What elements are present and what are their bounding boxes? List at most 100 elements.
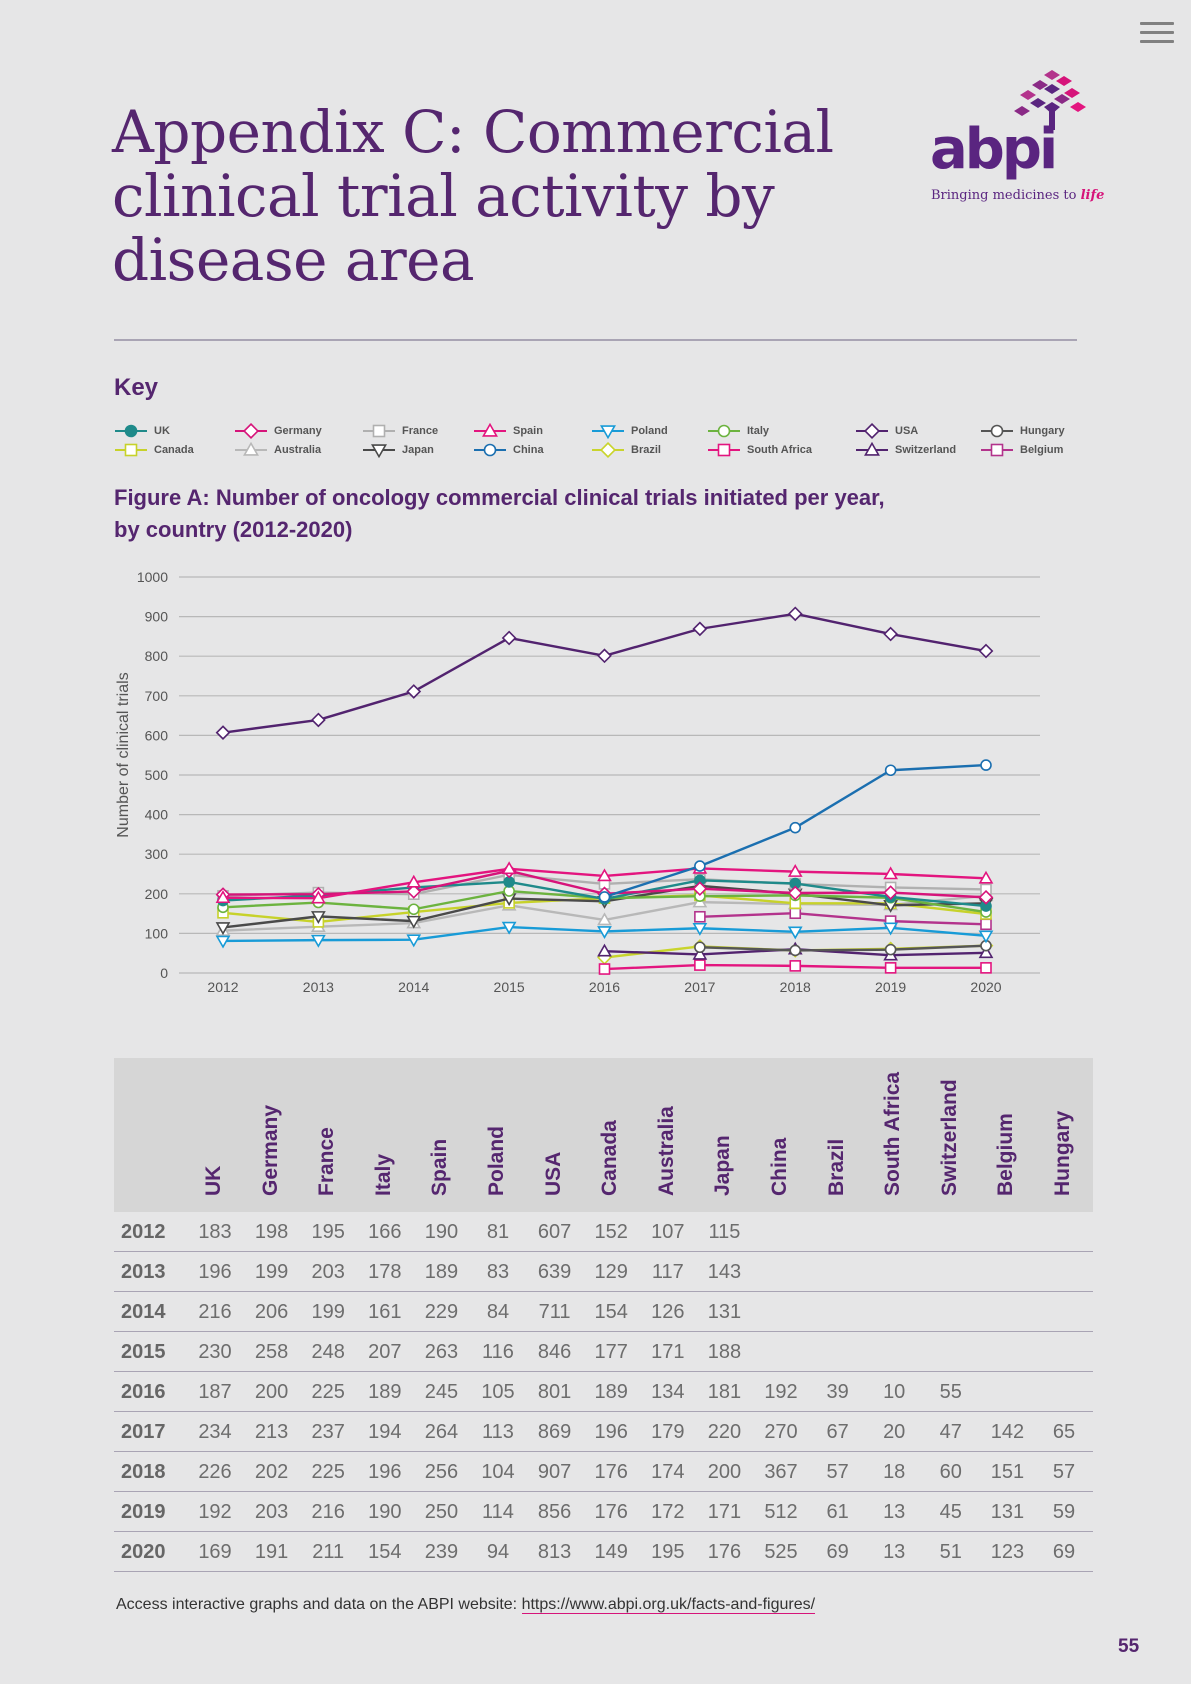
legend-label-canada: Canada: [154, 444, 194, 456]
data-point-south-africa: [789, 960, 802, 972]
series-line-belgium: [699, 912, 987, 926]
legend-label-poland: Poland: [631, 425, 668, 437]
hamburger-menu-icon[interactable]: [1140, 22, 1174, 44]
table-row: 2015 230 258 248 207 263 116 846 177 171 188: [114, 1332, 1093, 1372]
legend-item-italy: Italy: [707, 422, 769, 440]
logo-wordmark: abpi: [930, 117, 1058, 182]
series-line-hungary: [699, 944, 987, 952]
table-cell: 189: [368, 1381, 402, 1403]
legend-item-germany: Germany: [234, 422, 322, 440]
legend-label-japan: Japan: [402, 444, 434, 456]
column-header-label: Australia: [654, 1106, 678, 1196]
legend-swatch-japan: [363, 444, 395, 458]
data-point-belgium: [980, 918, 992, 931]
legend-label-switzerland: Switzerland: [895, 444, 957, 456]
abpi-website-link[interactable]: https://www.abpi.org.uk/facts-and-figure…: [521, 1596, 816, 1614]
series-usa: [215, 606, 994, 741]
legend-item-switzerland: Switzerland: [855, 441, 956, 459]
legend-label-australia: Australia: [274, 444, 322, 456]
legend-label-spain: Spain: [513, 425, 543, 437]
table-cell: 154: [368, 1541, 402, 1563]
column-header-australia: Australia: [640, 1056, 696, 1196]
series-china: [598, 759, 992, 903]
data-point-poland: [978, 930, 994, 944]
data-point-spain: [787, 864, 803, 877]
x-tick-label: 2020: [970, 979, 1001, 995]
series-hungary: [694, 939, 992, 957]
table-cell: 169: [198, 1541, 232, 1563]
column-header-label: Italy: [371, 1153, 395, 1196]
table-cell: 61: [826, 1501, 849, 1523]
table-cell: 84: [486, 1301, 510, 1323]
y-tick-label: 0: [160, 965, 168, 981]
data-point-china: [694, 860, 706, 872]
column-header-label: Belgium: [994, 1113, 1018, 1196]
legend-label-brazil: Brazil: [631, 444, 661, 456]
data-point-japan: [310, 911, 326, 924]
column-header-label: UK: [202, 1165, 225, 1196]
table-cell: 176: [707, 1541, 742, 1563]
table-cell: 131: [990, 1501, 1025, 1523]
legend-marker-brazil: [599, 442, 617, 458]
legend-swatch-spain: [474, 423, 506, 437]
table-cell: 47: [939, 1421, 962, 1443]
x-tick-label: 2014: [398, 979, 429, 995]
legend-item-belgium: Belgium: [980, 441, 1063, 459]
table-row: 2020 169 191 211 154 239 94 813 149 195 176 525 69 13…: [114, 1532, 1093, 1572]
row-year: 2020: [121, 1541, 166, 1563]
legend-marker-uk: [124, 424, 138, 438]
series-south-africa: [598, 959, 992, 975]
data-point-germany: [787, 885, 803, 901]
table-cell: 270: [764, 1421, 798, 1443]
table-cell: 229: [424, 1301, 459, 1323]
legend-marker-china: [483, 443, 497, 457]
y-tick-label: 700: [145, 688, 169, 704]
legend-swatch-usa: [856, 423, 888, 439]
legend-swatch-hungary: [981, 424, 1013, 438]
table-cell: 154: [594, 1301, 628, 1323]
legend-marker-france: [372, 424, 386, 438]
table-cell: 149: [594, 1541, 628, 1563]
data-point-south-africa: [694, 959, 706, 971]
data-point-china: [980, 759, 992, 771]
data-point-italy: [407, 903, 420, 916]
table-cell: 171: [651, 1341, 685, 1363]
table-cell: 81: [486, 1221, 510, 1243]
table-cell: 220: [707, 1421, 742, 1443]
column-header-china: China: [753, 1056, 809, 1196]
table-row: 2016 187 200 225 189 245 105 801 189 134 181 192 39 1…: [114, 1372, 1093, 1412]
y-tick-label: 1000: [137, 569, 168, 585]
table-cell: 191: [254, 1541, 289, 1563]
table-cell: 245: [424, 1381, 459, 1403]
data-point-germany: [978, 889, 994, 905]
column-header-label: France: [315, 1127, 339, 1196]
column-header-switzerland: Switzerland: [923, 1056, 979, 1196]
table-cell: 225: [311, 1381, 345, 1403]
table-cell: 813: [537, 1541, 572, 1563]
oncology-trials-line-chart: 0 100 200 300 400 500 600 700 800 900 1000 2012 2013…: [115, 569, 1040, 995]
legend-item-canada: Canada: [114, 441, 194, 459]
table-cell: 176: [594, 1501, 628, 1523]
data-point-usa: [597, 648, 612, 664]
table-cell: 94: [486, 1541, 510, 1563]
data-point-germany: [692, 881, 708, 897]
legend-swatch-switzerland: [856, 442, 888, 456]
legend-item-china: China: [473, 441, 544, 459]
column-header-usa: USA: [527, 1056, 583, 1196]
data-point-poland: [406, 934, 422, 948]
table-cell: 856: [537, 1501, 572, 1523]
table-cell: 846: [537, 1341, 572, 1363]
table-cell: 181: [707, 1381, 742, 1403]
data-point-south-africa: [884, 962, 897, 974]
data-point-poland: [597, 926, 612, 940]
row-year: 2015: [121, 1341, 166, 1363]
table-cell: 230: [198, 1341, 232, 1363]
table-cell: 264: [424, 1421, 459, 1443]
column-header-label: Japan: [711, 1135, 735, 1196]
legend-marker-australia: [243, 442, 259, 456]
column-header-label: USA: [541, 1151, 565, 1196]
column-header-label: Poland: [485, 1125, 508, 1196]
table-cell: 194: [368, 1421, 402, 1443]
column-header-label: Switzerland: [937, 1079, 961, 1196]
legend-marker-germany: [242, 423, 260, 439]
